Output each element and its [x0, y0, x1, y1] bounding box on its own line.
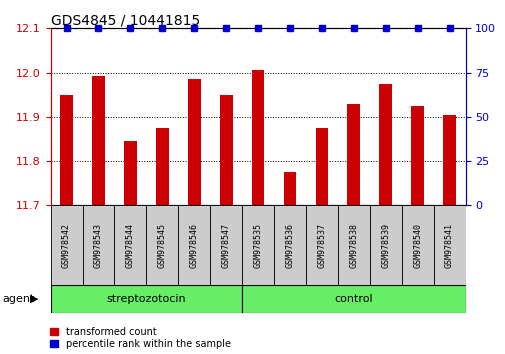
Bar [50, 205, 82, 285]
Text: agent: agent [3, 294, 35, 304]
Text: GSM978543: GSM978543 [94, 223, 103, 268]
Bar [369, 205, 401, 285]
Text: GSM978540: GSM978540 [412, 223, 421, 268]
Text: GSM978538: GSM978538 [348, 223, 358, 268]
Bar [315, 128, 328, 205]
Bar [433, 205, 465, 285]
Bar [219, 95, 232, 205]
Bar [442, 115, 455, 205]
Text: GSM978542: GSM978542 [62, 223, 71, 268]
Bar [114, 205, 146, 285]
Text: GSM978537: GSM978537 [317, 223, 326, 268]
Bar [241, 285, 465, 313]
Bar [401, 205, 433, 285]
Bar [187, 79, 200, 205]
Bar [241, 205, 274, 285]
Bar [411, 106, 423, 205]
Bar [146, 205, 178, 285]
Bar [251, 70, 264, 205]
Bar [82, 205, 114, 285]
Bar [124, 141, 136, 205]
Text: GSM978535: GSM978535 [253, 223, 262, 268]
Bar [283, 172, 296, 205]
Text: GSM978539: GSM978539 [380, 223, 389, 268]
Bar [210, 205, 241, 285]
Bar [337, 205, 369, 285]
Text: GSM978546: GSM978546 [189, 223, 198, 268]
Bar [306, 205, 337, 285]
Text: GDS4845 / 10441815: GDS4845 / 10441815 [50, 13, 199, 27]
Bar [156, 128, 168, 205]
Bar [178, 205, 210, 285]
Text: GSM978547: GSM978547 [221, 223, 230, 268]
Bar [347, 103, 360, 205]
Bar [274, 205, 306, 285]
Text: GSM978536: GSM978536 [285, 223, 294, 268]
Bar [379, 84, 391, 205]
Text: GSM978541: GSM978541 [444, 223, 453, 268]
Text: GSM978544: GSM978544 [126, 223, 135, 268]
Bar [50, 285, 241, 313]
Bar [92, 76, 105, 205]
Text: control: control [334, 294, 372, 304]
Text: streptozotocin: streptozotocin [107, 294, 186, 304]
Text: ▶: ▶ [30, 294, 38, 304]
Bar [60, 95, 73, 205]
Legend: transformed count, percentile rank within the sample: transformed count, percentile rank withi… [50, 327, 230, 349]
Text: GSM978545: GSM978545 [158, 223, 167, 268]
